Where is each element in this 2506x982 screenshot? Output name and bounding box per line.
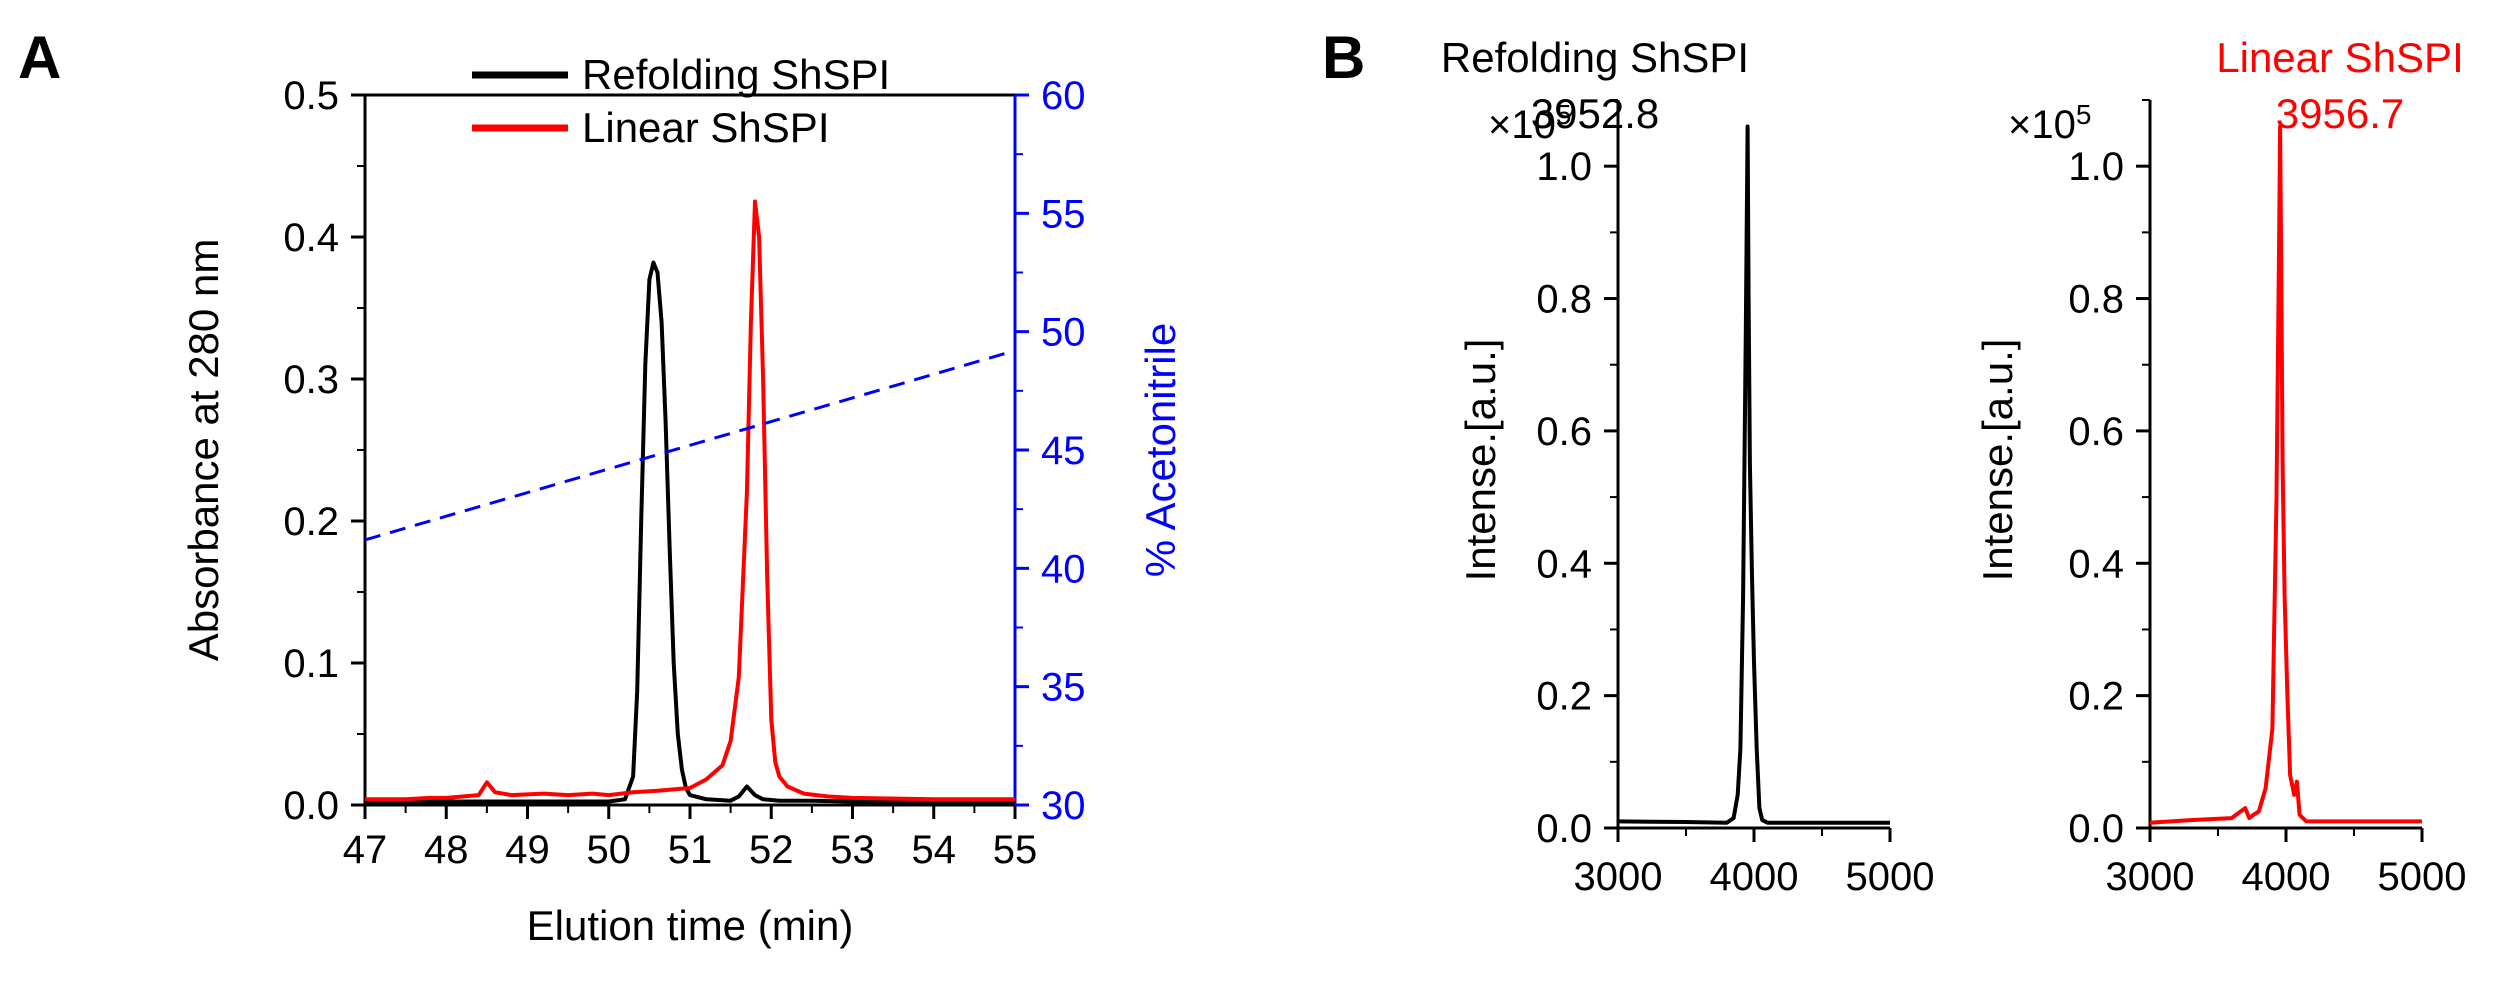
panel-a-y2-tick-label: 30: [1041, 784, 1086, 828]
panel-a-y-tick-label: 0.5: [283, 74, 339, 118]
ms-right-y-tick-label: 0.4: [2068, 542, 2124, 586]
ms-right-tick-labels: 3000 4000 5000 0.0 0.2 0.4 0.6 0.8 1.0: [2068, 145, 2466, 899]
panel-a-x-tick-label: 47: [343, 828, 388, 872]
panel-a-tick-labels: 47 48 49 50 51 52 53 54 55 0.0 0.1 0.2 0.3 0.4 0.5 30 35…: [283, 74, 1085, 872]
panel-a-y2-axis-title: % Acetonitrile: [1137, 323, 1184, 577]
panel-a-y2-tick-label: 60: [1041, 74, 1086, 118]
ms-right-y-tick-label: 0.8: [2068, 278, 2124, 322]
panel-a-y-tick-label: 0.2: [283, 500, 339, 544]
ms-right-y-tick-label: 0.2: [2068, 675, 2124, 719]
ms-left-y-tick-label: 1.0: [1536, 145, 1592, 189]
panel-label-a: A: [18, 24, 61, 91]
panel-a-x-tick-label: 50: [587, 828, 632, 872]
panel-a-x-tick-label: 48: [424, 828, 469, 872]
panel-a-x-axis-title: Elution time (min): [527, 902, 854, 949]
ms-right-y-axis-title: Intense.[a.u.]: [1974, 339, 2021, 582]
panel-a-ticks: [351, 93, 1029, 819]
ms-right-axes: [2136, 99, 2424, 842]
ms-left-spectrum-line: [1617, 124, 1890, 825]
panel-a-y-axis-title: Absorbance at 280 nm: [180, 239, 227, 662]
panel-a-y-tick-label: 0.0: [283, 784, 339, 828]
panel-a-x-tick-label: 53: [830, 828, 875, 872]
ms-right-y-tick-label: 1.0: [2068, 145, 2124, 189]
panel-b-right-chart: Linear ShSPI 3956.7 ×105 3000 4000 5000 0.0…: [1974, 34, 2466, 899]
panel-a-y2-tick-label: 35: [1041, 666, 1086, 710]
panel-a-y-tick-label: 0.3: [283, 358, 339, 402]
ms-left-x-tick-label: 3000: [1574, 855, 1663, 899]
legend-label-linear: Linear ShSPI: [582, 104, 830, 151]
ms-right-multiplier: ×105: [2008, 99, 2091, 147]
ms-left-tick-labels: 3000 4000 5000 0.0 0.2 0.4 0.6 0.8 1.0: [1536, 145, 1934, 899]
panel-a-x-tick-label: 54: [912, 828, 957, 872]
panel-label-b: B: [1322, 24, 1365, 91]
panel-a-x-tick-label: 55: [993, 828, 1038, 872]
ms-left-multiplier-exp: 5: [1556, 99, 1572, 130]
panel-a-y2-tick-label: 40: [1041, 547, 1086, 591]
panel-a-x-tick-label: 51: [668, 828, 713, 872]
panel-b-left-chart: Refolding ShSPI 3952.8 ×105 3000 4000 5000…: [1441, 34, 1935, 899]
panel-a-y2-tick-label: 50: [1041, 311, 1086, 355]
panel-a-y2-tick-label: 55: [1041, 192, 1086, 236]
legend-label-refolding: Refolding ShSPI: [582, 51, 890, 98]
ms-left-title: Refolding ShSPI: [1441, 34, 1749, 81]
ms-left-series: [1617, 124, 1890, 825]
ms-right-spectrum-line: [2149, 124, 2422, 825]
ms-left-y-tick-label: 0.8: [1536, 278, 1592, 322]
ms-right-multiplier-exp: 5: [2076, 99, 2092, 130]
panel-a-series-refolding-shspi: [365, 260, 1015, 804]
ms-left-multiplier: ×105: [1488, 99, 1571, 147]
ms-right-y-tick-label: 0.0: [2068, 807, 2124, 851]
panel-a-x-tick-label: 49: [505, 828, 550, 872]
ms-right-y-tick-label: 0.6: [2068, 410, 2124, 454]
ms-left-y-tick-label: 0.0: [1536, 807, 1592, 851]
panel-a-series-acetonitrile: [364, 349, 1016, 542]
ms-left-y-tick-label: 0.6: [1536, 410, 1592, 454]
panel-a-y2-tick-label: 45: [1041, 429, 1086, 473]
panel-a-chart: 47 48 49 50 51 52 53 54 55 0.0 0.1 0.2 0.3 0.4 0.5 30 35…: [180, 51, 1184, 949]
ms-right-peak-label: 3956.7: [2276, 90, 2404, 137]
ms-left-axes: [1604, 99, 1892, 842]
panel-a-series-linear-shspi: [365, 199, 1015, 802]
ms-right-x-tick-label: 3000: [2106, 855, 2195, 899]
ms-right-x-tick-label: 4000: [2242, 855, 2331, 899]
ms-left-y-tick-label: 0.2: [1536, 675, 1592, 719]
ms-left-y-tick-label: 0.4: [1536, 542, 1592, 586]
panel-a-series: [364, 199, 1016, 804]
panel-a-x-tick-label: 52: [749, 828, 794, 872]
panel-a-y-tick-label: 0.1: [283, 642, 339, 686]
panel-a-y-tick-label: 0.4: [283, 216, 339, 260]
ms-left-x-tick-label: 5000: [1846, 855, 1935, 899]
ms-left-y-axis-title: Intense.[a.u.]: [1457, 339, 1504, 582]
panel-a-plot-frame: [363, 93, 1017, 807]
ms-left-x-tick-label: 4000: [1710, 855, 1799, 899]
ms-left-peak-label: 3952.8: [1531, 90, 1659, 137]
ms-right-title: Linear ShSPI: [2216, 34, 2464, 81]
ms-right-x-tick-label: 5000: [2378, 855, 2467, 899]
ms-right-series: [2149, 124, 2422, 825]
